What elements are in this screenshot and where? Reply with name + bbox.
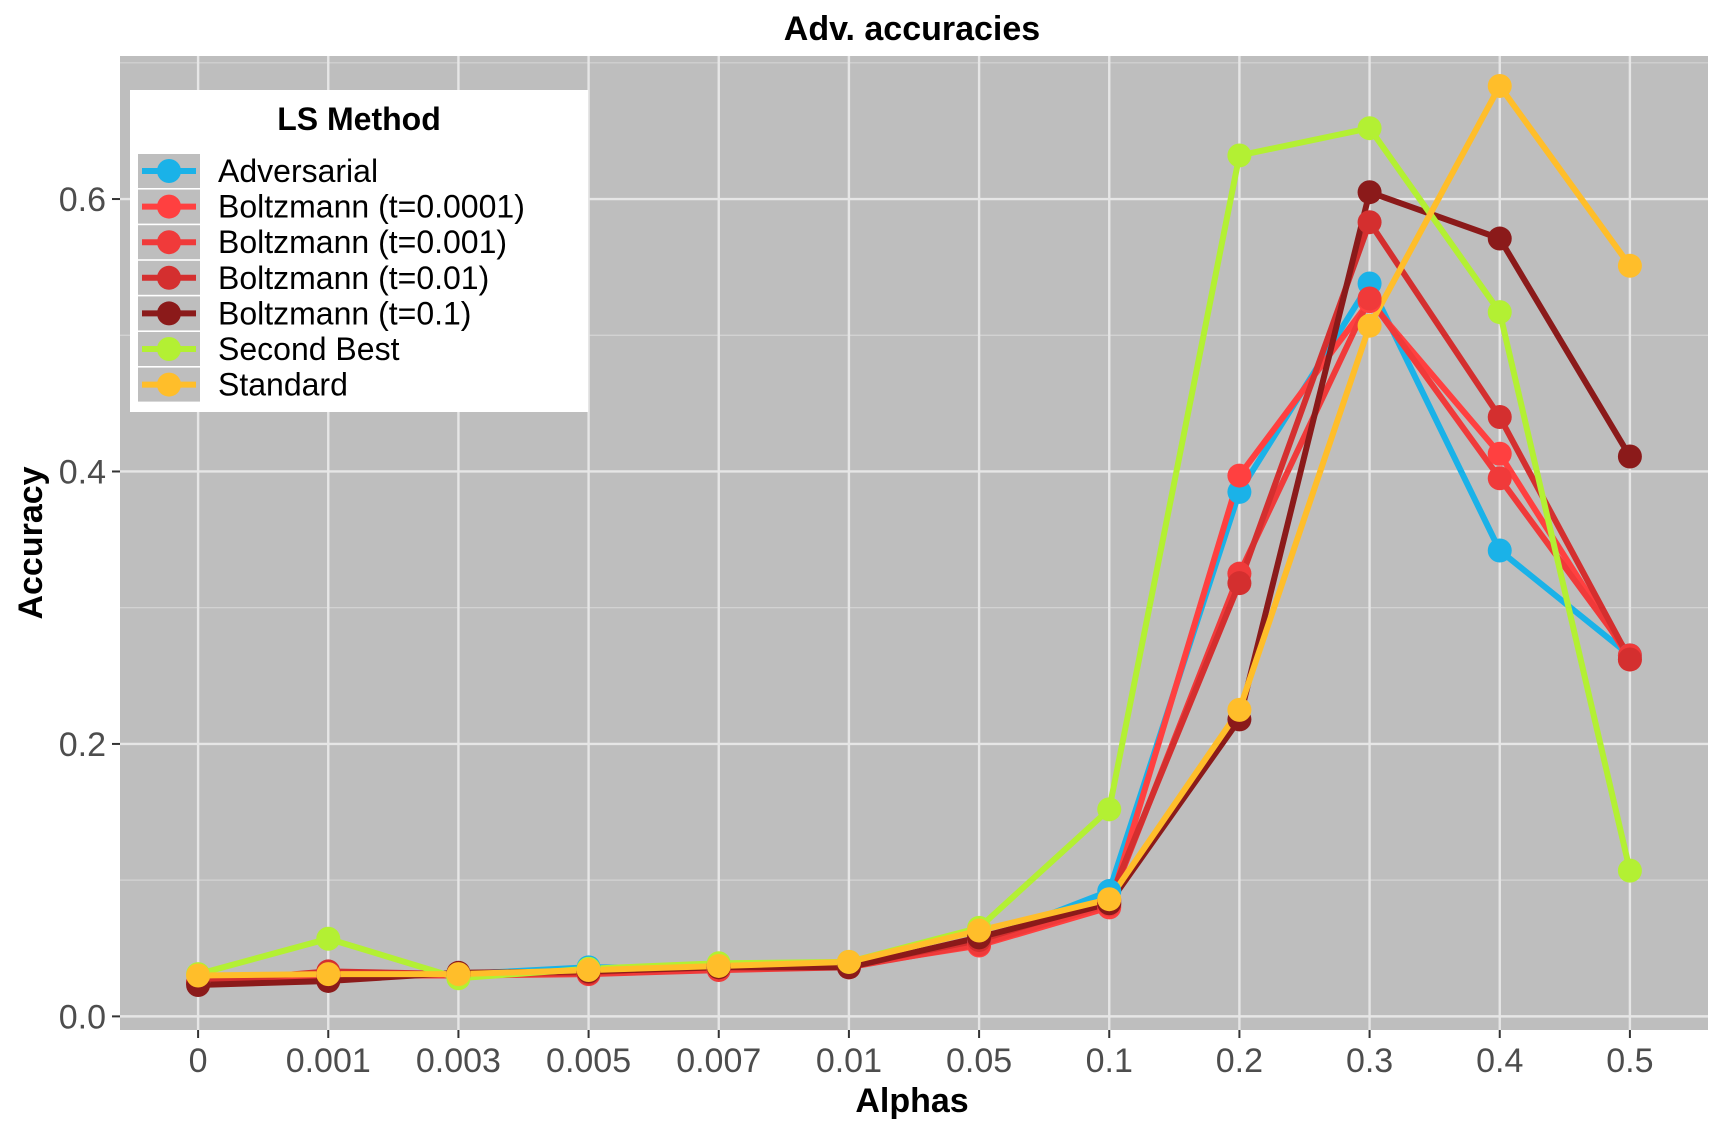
data-point (576, 958, 601, 983)
y-axis: 0.0 0.2 0.4 0.6 (59, 181, 120, 1036)
data-point (1227, 463, 1252, 488)
data-point (1357, 313, 1382, 338)
series-line (195, 83, 1633, 979)
x-tick-label: 0.1 (1086, 1042, 1133, 1080)
series-points (186, 73, 1642, 998)
data-point (1227, 143, 1252, 168)
legend-key-point (157, 301, 181, 326)
legend-key-point (157, 337, 181, 361)
data-point (1487, 466, 1512, 491)
data-point (1617, 858, 1642, 883)
data-point (836, 949, 861, 974)
data-point (1487, 73, 1512, 98)
y-tick-label: 0.4 (59, 453, 106, 491)
data-point (1227, 697, 1252, 722)
x-axis-title: Alphas (855, 1082, 968, 1120)
legend-box (130, 90, 588, 412)
legend-item: Boltzmann (t=0.01) (138, 260, 489, 296)
x-tick-label: 0.01 (816, 1042, 882, 1080)
data-point (1097, 887, 1122, 912)
data-point (446, 962, 471, 987)
x-tick-label: 0.05 (946, 1042, 1012, 1080)
data-point (1357, 210, 1382, 235)
x-tick-label: 0.007 (676, 1042, 761, 1080)
legend-item: Adversarial (138, 153, 378, 189)
legend-label: Boltzmann (t=0.1) (218, 295, 471, 331)
data-point (1357, 180, 1382, 205)
legend-key-point (157, 159, 181, 183)
data-point (1487, 300, 1512, 325)
legend-label: Boltzmann (t=0.0001) (218, 189, 525, 225)
data-point (316, 926, 341, 951)
data-point (1487, 441, 1512, 466)
data-point (1487, 404, 1512, 429)
legend-item: Second Best (138, 331, 400, 367)
legend-label: Boltzmann (t=0.001) (218, 224, 507, 260)
x-tick-label: 0.4 (1476, 1042, 1523, 1080)
x-tick-label: 0.003 (416, 1042, 501, 1080)
y-tick-label: 0.0 (59, 998, 106, 1036)
legend-key-point (157, 230, 181, 255)
legend-item: Boltzmann (t=0.001) (138, 224, 507, 260)
legend-title: LS Method (277, 101, 441, 137)
x-tick-label: 0.2 (1216, 1042, 1263, 1080)
x-tick-label: 0.3 (1346, 1042, 1393, 1080)
data-point (1617, 647, 1642, 672)
legend-key-point (157, 194, 181, 219)
data-point (1617, 444, 1642, 469)
y-tick-label: 0.2 (59, 726, 106, 764)
data-point (186, 963, 211, 988)
series-lines (195, 83, 1633, 988)
data-point (316, 962, 341, 987)
legend-label: Adversarial (218, 153, 378, 189)
data-point (1617, 253, 1642, 278)
x-axis: 0 0.001 0.003 0.005 0.007 0.01 0.05 0.1 0.2 0.3 0.… (189, 1030, 1654, 1080)
legend-key-point (157, 265, 181, 290)
legend-item: Standard (138, 367, 348, 403)
legend-label: Standard (218, 367, 348, 403)
data-point (1357, 286, 1382, 311)
x-tick-label: 0.005 (546, 1042, 631, 1080)
data-point (1227, 571, 1252, 596)
chart-title: Adv. accuracies (784, 10, 1040, 48)
x-tick-label: 0.001 (286, 1042, 371, 1080)
data-point (1487, 538, 1512, 563)
data-point (1097, 797, 1122, 822)
data-point (1357, 116, 1382, 141)
data-point (967, 918, 992, 943)
legend-item: Boltzmann (t=0.1) (138, 295, 471, 331)
legend-key-point (157, 372, 181, 397)
legend-label: Boltzmann (t=0.01) (218, 260, 489, 296)
data-point (1487, 226, 1512, 251)
x-tick-label: 0 (189, 1042, 208, 1080)
x-tick-label: 0.5 (1606, 1042, 1653, 1080)
legend-item: Boltzmann (t=0.0001) (138, 189, 525, 225)
legend-label: Second Best (218, 331, 400, 367)
y-tick-label: 0.6 (59, 181, 106, 219)
data-point (706, 953, 731, 978)
y-axis-title: Accuracy (12, 466, 50, 619)
